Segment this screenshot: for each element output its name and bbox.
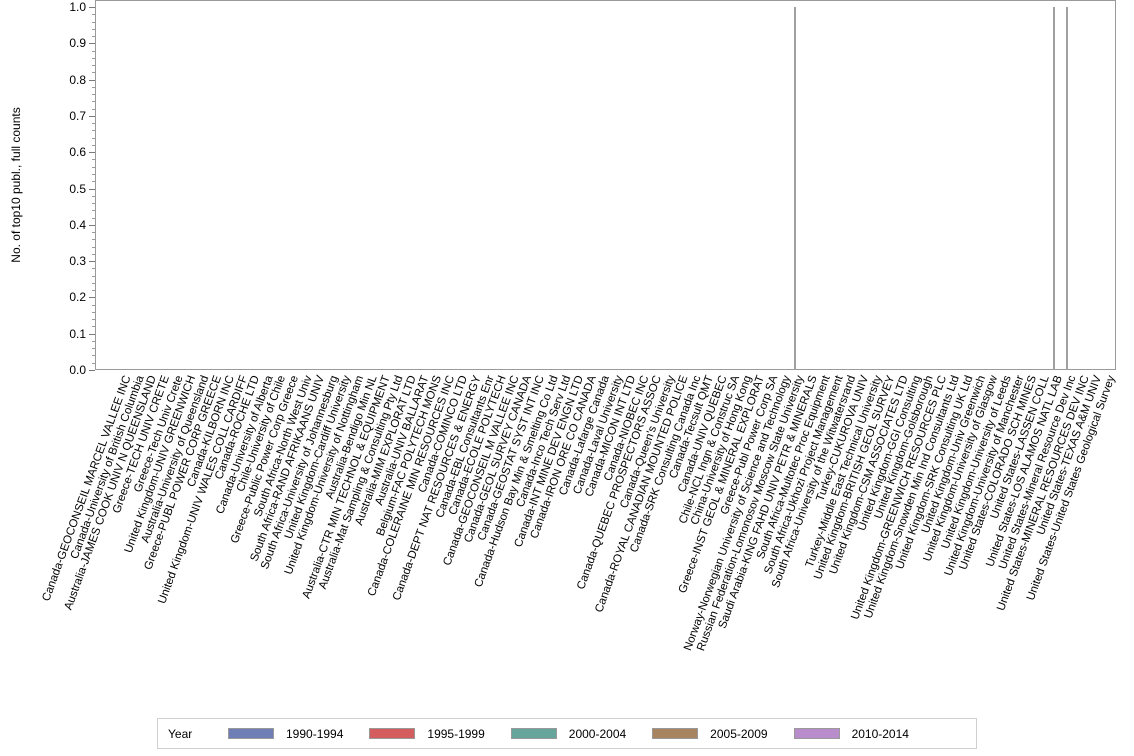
- y-minor-tick: [92, 108, 95, 110]
- y-tick-label: 0.2: [69, 290, 86, 305]
- y-axis-title: No. of top10 publ., full counts: [9, 107, 23, 263]
- y-tick: [89, 188, 95, 190]
- bar: [1053, 7, 1056, 370]
- legend-swatch: [652, 728, 699, 739]
- y-minor-tick: [92, 275, 95, 277]
- y-tick: [89, 79, 95, 81]
- y-minor-tick: [92, 21, 95, 23]
- y-tick: [89, 152, 95, 154]
- y-minor-tick: [92, 28, 95, 30]
- y-minor-tick: [92, 311, 95, 313]
- y-tick: [89, 297, 95, 299]
- y-minor-tick: [92, 130, 95, 132]
- y-minor-tick: [92, 181, 95, 183]
- bar: [794, 7, 797, 370]
- y-minor-tick: [92, 173, 95, 175]
- legend-label: 1990-1994: [286, 726, 344, 741]
- y-minor-tick: [92, 166, 95, 168]
- y-minor-tick: [92, 203, 95, 205]
- y-minor-tick: [92, 195, 95, 197]
- legend-item-1990-1994: 1990-1994: [228, 727, 343, 741]
- legend: Year 1990-1994 1995-1999 2000-2004 2005-…: [157, 718, 977, 749]
- y-minor-tick: [92, 65, 95, 67]
- y-tick: [89, 333, 95, 335]
- y-tick-label: 0.0: [69, 363, 86, 377]
- y-minor-tick: [92, 239, 95, 241]
- y-tick: [89, 115, 95, 117]
- y-minor-tick: [92, 246, 95, 248]
- y-tick: [89, 7, 95, 8]
- y-minor-tick: [92, 137, 95, 139]
- y-minor-tick: [92, 362, 95, 364]
- y-minor-tick: [92, 355, 95, 357]
- legend-swatch: [369, 728, 416, 739]
- legend-label: 2010-2014: [851, 726, 909, 741]
- legend-swatch: [793, 728, 840, 739]
- y-minor-tick: [92, 123, 95, 125]
- y-minor-tick: [92, 94, 95, 96]
- bar: [1066, 7, 1069, 370]
- y-minor-tick: [92, 57, 95, 59]
- legend-swatch: [228, 728, 274, 739]
- legend-item-2005-2009: 2005-2009: [652, 726, 768, 741]
- legend-item-2000-2004: 2000-2004: [510, 726, 627, 741]
- y-minor-tick: [92, 319, 95, 321]
- y-tick-label: 1.0: [69, 0, 86, 14]
- y-minor-tick: [92, 232, 95, 234]
- y-minor-tick: [92, 14, 95, 16]
- y-tick-label: 0.6: [69, 145, 86, 160]
- legend-label: 2000-2004: [568, 726, 627, 741]
- legend-label: 1995-1999: [427, 726, 485, 741]
- y-tick-label: 0.8: [69, 72, 86, 87]
- y-minor-tick: [92, 340, 95, 342]
- y-minor-tick: [92, 101, 95, 103]
- y-tick-label: 0.1: [69, 326, 86, 341]
- y-tick-label: 0.5: [69, 181, 86, 196]
- y-minor-tick: [92, 326, 95, 328]
- y-tick: [89, 370, 95, 371]
- y-minor-tick: [92, 290, 95, 292]
- y-minor-tick: [92, 268, 95, 270]
- legend-title: Year: [168, 726, 193, 741]
- y-tick: [89, 43, 95, 45]
- y-minor-tick: [92, 210, 95, 212]
- legend-item-2010-2014: 2010-2014: [793, 726, 909, 741]
- legend-label: 2005-2009: [710, 726, 768, 741]
- y-minor-tick: [92, 217, 95, 219]
- y-tick-label: 0.4: [69, 217, 86, 232]
- y-tick-label: 0.7: [69, 108, 86, 123]
- y-minor-tick: [92, 253, 95, 255]
- plot-area: [95, 0, 1116, 370]
- y-minor-tick: [92, 348, 95, 350]
- y-minor-tick: [92, 36, 95, 38]
- y-tick: [89, 261, 95, 263]
- y-minor-tick: [92, 159, 95, 161]
- y-tick: [89, 224, 95, 226]
- y-minor-tick: [92, 282, 95, 284]
- y-minor-tick: [92, 86, 95, 88]
- y-minor-tick: [92, 144, 95, 146]
- y-minor-tick: [92, 50, 95, 52]
- y-minor-tick: [92, 304, 95, 306]
- y-minor-tick: [92, 72, 95, 74]
- y-tick-label: 0.3: [69, 254, 86, 269]
- y-tick-label: 0.9: [69, 36, 86, 51]
- legend-item-1995-1999: 1995-1999: [369, 726, 485, 741]
- legend-swatch: [510, 728, 557, 739]
